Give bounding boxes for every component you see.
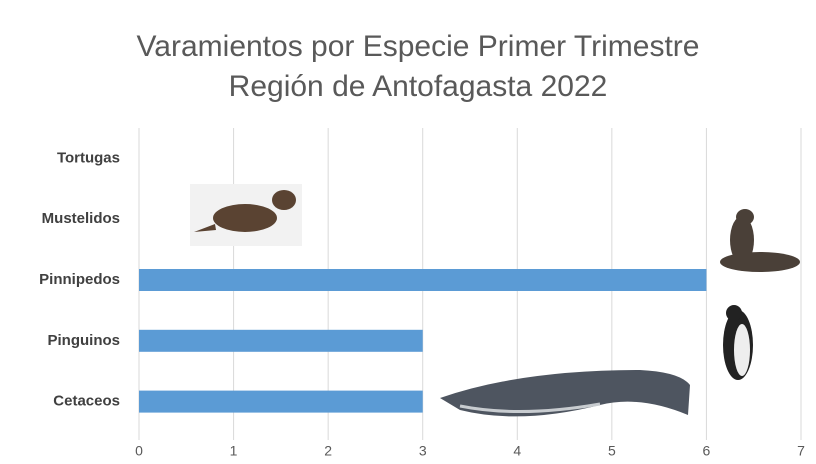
x-tick-label: 2 bbox=[324, 443, 332, 459]
bar bbox=[139, 390, 423, 413]
y-tick-label: Tortugas bbox=[57, 149, 120, 166]
bars bbox=[139, 269, 707, 413]
bar bbox=[139, 329, 423, 352]
x-tick-label: 7 bbox=[797, 443, 805, 459]
otter-image bbox=[190, 184, 302, 246]
chart-title: Varamientos por Especie Primer Trimestre bbox=[137, 30, 700, 63]
x-tick-label: 4 bbox=[513, 443, 521, 459]
bar bbox=[139, 269, 707, 291]
penguin-image bbox=[723, 305, 753, 380]
x-tick-label: 1 bbox=[230, 443, 238, 459]
x-tick-label: 6 bbox=[703, 443, 711, 459]
y-tick-label: Mustelidos bbox=[42, 210, 120, 227]
x-tick-label: 5 bbox=[608, 443, 616, 459]
whale-image bbox=[440, 370, 690, 417]
y-tick-label: Pinguinos bbox=[48, 332, 121, 349]
x-tick-label: 0 bbox=[135, 443, 143, 459]
x-tick-label: 3 bbox=[419, 443, 427, 459]
y-tick-label: Cetaceos bbox=[53, 393, 120, 410]
seal-image bbox=[720, 209, 800, 272]
y-tick-label: Pinnipedos bbox=[39, 271, 120, 288]
chart-subtitle: Región de Antofagasta 2022 bbox=[229, 70, 608, 103]
